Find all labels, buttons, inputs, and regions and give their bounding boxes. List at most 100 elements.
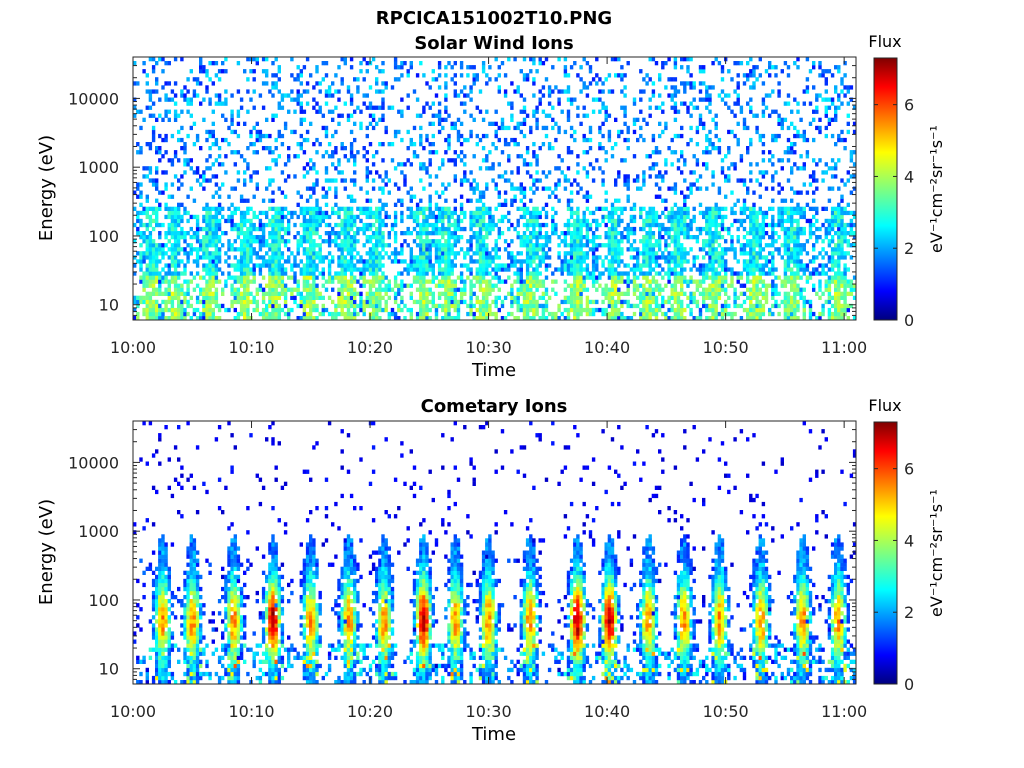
flux-cell [711, 263, 715, 268]
flux-cell [724, 307, 728, 313]
flux-cell [425, 101, 429, 106]
flux-cell [343, 101, 347, 106]
flux-cell [488, 150, 492, 155]
flux-cell [538, 57, 542, 62]
flux-cell [312, 271, 316, 276]
flux-cell [525, 251, 530, 256]
flux-cell [309, 206, 313, 211]
flux-cell [695, 299, 700, 305]
flux-cell [243, 158, 247, 163]
flux-cell [340, 255, 344, 260]
flux-cell [447, 267, 451, 272]
flux-cell [400, 243, 404, 248]
flux-cell [189, 226, 193, 232]
flux-cell [551, 206, 555, 211]
flux-cell [371, 231, 376, 236]
flux-cell [139, 231, 143, 236]
flux-cell [632, 218, 637, 224]
flux-cell [343, 61, 347, 66]
flux-cell [547, 263, 552, 268]
flux-cell [573, 129, 577, 135]
flux-cell [167, 279, 171, 284]
flux-cell [510, 222, 514, 228]
flux-cell [419, 61, 423, 66]
flux-cell [205, 73, 209, 78]
flux-cell [428, 85, 432, 90]
flux-cell [717, 61, 722, 66]
flux-cell [255, 186, 259, 191]
flux-cell [642, 170, 646, 175]
flux-cell [365, 198, 369, 203]
flux-cell [349, 97, 354, 102]
flux-cell [155, 210, 159, 216]
flux-cell [510, 202, 514, 207]
flux-cell [717, 259, 722, 264]
flux-cell [274, 210, 278, 216]
flux-cell [607, 243, 612, 248]
flux-cell [334, 303, 338, 309]
flux-cell [239, 299, 244, 305]
flux-cell [243, 239, 247, 244]
flux-cell [283, 271, 288, 276]
flux-cell [173, 57, 178, 62]
flux-cell [708, 101, 712, 106]
flux-cell [177, 283, 181, 288]
flux-cell [321, 214, 325, 220]
flux-cell [331, 316, 335, 320]
flux-cell [651, 279, 656, 284]
flux-cell [692, 299, 696, 305]
flux-cell [327, 154, 332, 159]
flux-cell [717, 231, 722, 236]
flux-cell [692, 291, 696, 296]
flux-cell [620, 158, 624, 163]
flux-cell [711, 210, 715, 216]
flux-cell [258, 263, 263, 268]
flux-cell [472, 178, 476, 183]
flux-cell [170, 231, 175, 236]
flux-cell [368, 226, 373, 232]
flux-cell [312, 259, 316, 264]
flux-cell [651, 57, 656, 62]
flux-cell [280, 267, 285, 272]
flux-cell [698, 263, 703, 268]
flux-cell [217, 93, 222, 98]
flux-cell [491, 275, 495, 280]
flux-cell [419, 247, 423, 252]
flux-cell [569, 210, 574, 216]
flux-cell [378, 303, 382, 309]
flux-cell [576, 218, 580, 224]
flux-cell [302, 214, 307, 220]
flux-cell [189, 186, 193, 191]
flux-cell [290, 263, 294, 268]
flux-cell [312, 162, 316, 167]
flux-cell [676, 235, 681, 240]
flux-cell [676, 89, 681, 94]
flux-cell [277, 307, 281, 313]
flux-cell [192, 231, 197, 236]
flux-cell [353, 222, 357, 228]
flux-cell [497, 73, 501, 78]
flux-cell [607, 251, 612, 256]
flux-cell [340, 239, 344, 244]
flux-cell [683, 210, 687, 216]
flux-cell [299, 222, 303, 228]
flux-cell [180, 226, 184, 232]
flux-cell [340, 243, 344, 248]
flux-cell [425, 243, 429, 248]
flux-cell [607, 275, 612, 280]
flux-cell [249, 142, 253, 147]
flux-cell [541, 235, 546, 240]
flux-cell [566, 267, 571, 272]
flux-cell [604, 295, 608, 300]
flux-cell [569, 206, 574, 211]
flux-cell [158, 243, 162, 248]
flux-cell [573, 231, 577, 236]
flux-cell [623, 85, 627, 90]
flux-cell [720, 222, 725, 228]
flux-cell [466, 311, 470, 317]
flux-cell [406, 231, 410, 236]
flux-cell [315, 251, 319, 256]
flux-cell [293, 222, 297, 228]
flux-cell [343, 271, 347, 276]
flux-cell [538, 89, 542, 94]
